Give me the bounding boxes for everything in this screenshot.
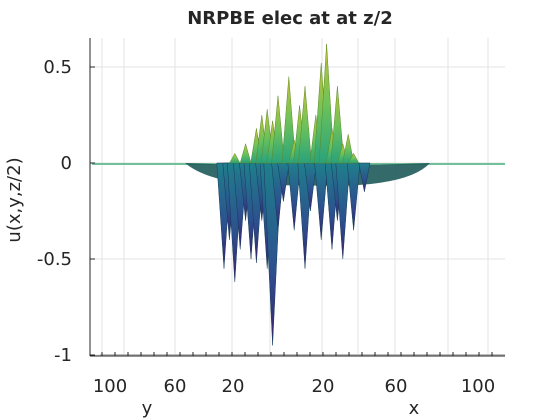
surface-plot xyxy=(92,43,505,356)
z-tick-label: 0.5 xyxy=(43,57,72,78)
x-axis-label: x xyxy=(409,398,420,419)
z-tick-label: -0.5 xyxy=(37,249,72,270)
z-tick-label: -1 xyxy=(54,345,72,366)
ticks: 0.5 0 -0.5 -1 100 60 20 20 60 100 xyxy=(37,57,495,397)
z-tick-label: 0 xyxy=(61,153,72,174)
y-tick-label: 100 xyxy=(93,376,127,397)
x-tick-label: 60 xyxy=(385,376,408,397)
grid xyxy=(90,38,505,356)
surface-peak xyxy=(314,162,329,240)
x-tick-label: 100 xyxy=(461,376,495,397)
chart-title: NRPBE elec at at z/2 xyxy=(187,8,393,29)
surface-peak xyxy=(229,152,241,164)
surface-peak xyxy=(239,142,252,164)
y-tick-label: 20 xyxy=(222,376,245,397)
surface-peak xyxy=(298,86,312,164)
y-axis-label: y xyxy=(142,398,153,419)
z-axis-label: u(x,y,z/2) xyxy=(4,157,25,242)
surface-peak xyxy=(347,152,360,164)
x-tick-label: 20 xyxy=(312,376,335,397)
y-tick-label: 60 xyxy=(164,376,187,397)
surface-peak xyxy=(358,162,371,192)
surface-peak xyxy=(271,95,285,164)
